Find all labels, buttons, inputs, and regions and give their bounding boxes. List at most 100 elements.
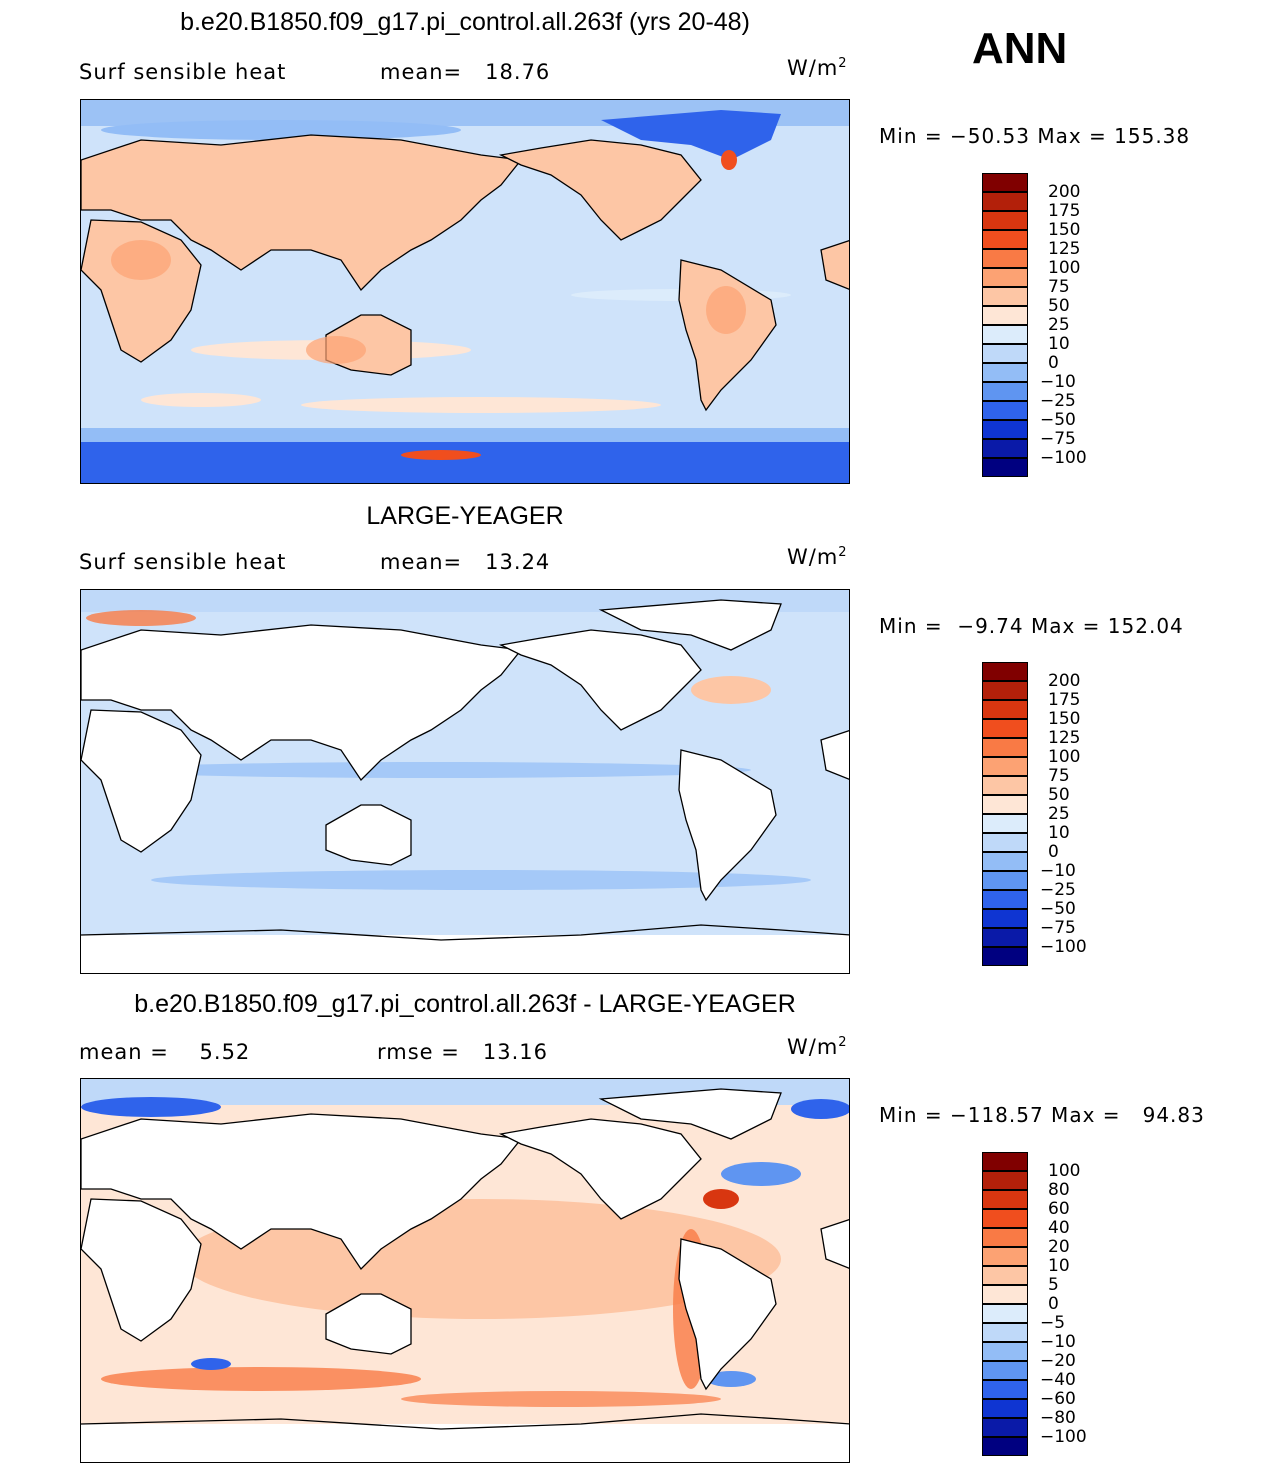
colorbar-tick-label: −50 (1040, 899, 1076, 919)
colorbar-swatch (982, 1266, 1028, 1285)
panel-3-mean-label: mean = 5.52 (79, 1040, 251, 1064)
colorbar-tick-label: 0 (1048, 1294, 1059, 1314)
colorbar-swatch (982, 287, 1028, 306)
panel-1-variable-label: Surf sensible heat (79, 60, 287, 84)
panel-2-title: LARGE-YEAGER (366, 502, 564, 530)
colorbar-swatch (982, 401, 1028, 420)
panel-1-title: b.e20.B1850.f09_g17.pi_control.all.263f … (180, 8, 750, 36)
colorbar-swatch (982, 1152, 1028, 1171)
colorbar-swatch (982, 681, 1028, 700)
colorbar-swatch (982, 306, 1028, 325)
colorbar-tick-label: 10 (1048, 823, 1070, 843)
colorbar-swatch (982, 1399, 1028, 1418)
colorbar-swatch (982, 1437, 1028, 1456)
colorbar-swatch (982, 1361, 1028, 1380)
colorbar-swatch (982, 1190, 1028, 1209)
colorbar-swatch (982, 325, 1028, 344)
colorbar-tick-label: 200 (1048, 182, 1081, 202)
colorbar-swatch (982, 1209, 1028, 1228)
colorbar-tick-label: 200 (1048, 671, 1081, 691)
colorbar-tick-label: 125 (1048, 239, 1081, 259)
panel-1-colorbar: 200 175 150 125 100 75 50 25 10 0 −10 −25 −50 −75 −100 (982, 173, 1087, 477)
colorbar-tick-label: 50 (1048, 296, 1070, 316)
colorbar-swatch (982, 909, 1028, 928)
colorbar-swatch (982, 814, 1028, 833)
colorbar-swatch (982, 192, 1028, 211)
colorbar-swatch (982, 757, 1028, 776)
colorbar-swatch (982, 947, 1028, 966)
colorbar-tick-label: 10 (1048, 1256, 1070, 1276)
colorbar-tick-label: 40 (1048, 1218, 1070, 1238)
colorbar-tick-label: 20 (1048, 1237, 1070, 1257)
colorbar-tick-label: −10 (1040, 1332, 1076, 1352)
colorbar-tick-label: 0 (1048, 353, 1059, 373)
colorbar-swatch (982, 363, 1028, 382)
colorbar-tick-label: −80 (1040, 1408, 1076, 1428)
colorbar-swatch (982, 662, 1028, 681)
colorbar-tick-label: 25 (1048, 315, 1070, 335)
panel-2-units: W/m2 (787, 545, 848, 569)
colorbar-tick-label: 175 (1048, 690, 1081, 710)
colorbar-tick-label: −40 (1040, 1370, 1076, 1390)
colorbar-swatch (982, 928, 1028, 947)
colorbar-swatch (982, 230, 1028, 249)
colorbar-swatch (982, 719, 1028, 738)
colorbar-tick-label: 175 (1048, 201, 1081, 221)
colorbar-swatch (982, 1323, 1028, 1342)
panel-2-map (80, 589, 850, 974)
colorbar-tick-label: −100 (1040, 448, 1087, 468)
colorbar-tick-label: −5 (1040, 1313, 1066, 1333)
colorbar-swatch (982, 382, 1028, 401)
colorbar-swatch (982, 795, 1028, 814)
colorbar-tick-label: 100 (1048, 1161, 1081, 1181)
colorbar-tick-label: 80 (1048, 1180, 1070, 1200)
colorbar-tick-label: 150 (1048, 709, 1081, 729)
colorbar-swatch (982, 1228, 1028, 1247)
colorbar-swatch (982, 852, 1028, 871)
colorbar-swatch (982, 1342, 1028, 1361)
colorbar-swatch (982, 249, 1028, 268)
colorbar-swatch (982, 871, 1028, 890)
colorbar-tick-label: −25 (1040, 391, 1076, 411)
colorbar-tick-label: −100 (1040, 937, 1087, 957)
colorbar-tick-label: 60 (1048, 1199, 1070, 1219)
colorbar-tick-label: −60 (1040, 1389, 1076, 1409)
colorbar-swatch (982, 700, 1028, 719)
colorbar-tick-label: −100 (1040, 1427, 1087, 1447)
panel-3-map (80, 1078, 850, 1463)
panel-2-minmax: Min = −9.74 Max = 152.04 (879, 614, 1184, 638)
panel-1-map (80, 99, 850, 484)
colorbar-tick-label: 100 (1048, 258, 1081, 278)
panel-1-mean-label: mean= 18.76 (380, 60, 551, 84)
colorbar-swatch (982, 890, 1028, 909)
colorbar-swatch (982, 1418, 1028, 1437)
colorbar-swatch (982, 1380, 1028, 1399)
colorbar-tick-label: −75 (1040, 429, 1076, 449)
colorbar-swatch (982, 173, 1028, 192)
colorbar-swatch (982, 439, 1028, 458)
colorbar-tick-label: 125 (1048, 728, 1081, 748)
colorbar-tick-label: −20 (1040, 1351, 1076, 1371)
colorbar-swatch (982, 344, 1028, 363)
panel-3-minmax: Min = −118.57 Max = 94.83 (879, 1103, 1205, 1127)
colorbar-tick-label: 75 (1048, 766, 1070, 786)
colorbar-tick-label: 25 (1048, 804, 1070, 824)
colorbar-swatch (982, 1285, 1028, 1304)
panel-2-variable-label: Surf sensible heat (79, 550, 287, 574)
colorbar-swatch (982, 420, 1028, 439)
colorbar-tick-label: −50 (1040, 410, 1076, 430)
colorbar-swatch (982, 1304, 1028, 1323)
panel-3-colorbar: 100 80 60 40 20 10 5 0 −5 −10 −20 −40 −60 −80 −100 (982, 1152, 1087, 1456)
colorbar-tick-label: 50 (1048, 785, 1070, 805)
panel-3-title: b.e20.B1850.f09_g17.pi_control.all.263f … (134, 990, 796, 1018)
colorbar-swatch (982, 738, 1028, 757)
panel-2-mean-label: mean= 13.24 (380, 550, 551, 574)
colorbar-swatch (982, 776, 1028, 795)
colorbar-tick-label: 75 (1048, 277, 1070, 297)
colorbar-swatch (982, 458, 1028, 477)
colorbar-tick-label: −75 (1040, 918, 1076, 938)
colorbar-tick-label: 10 (1048, 334, 1070, 354)
colorbar-swatch (982, 211, 1028, 230)
colorbar-tick-label: 0 (1048, 842, 1059, 862)
colorbar-tick-label: −10 (1040, 372, 1076, 392)
